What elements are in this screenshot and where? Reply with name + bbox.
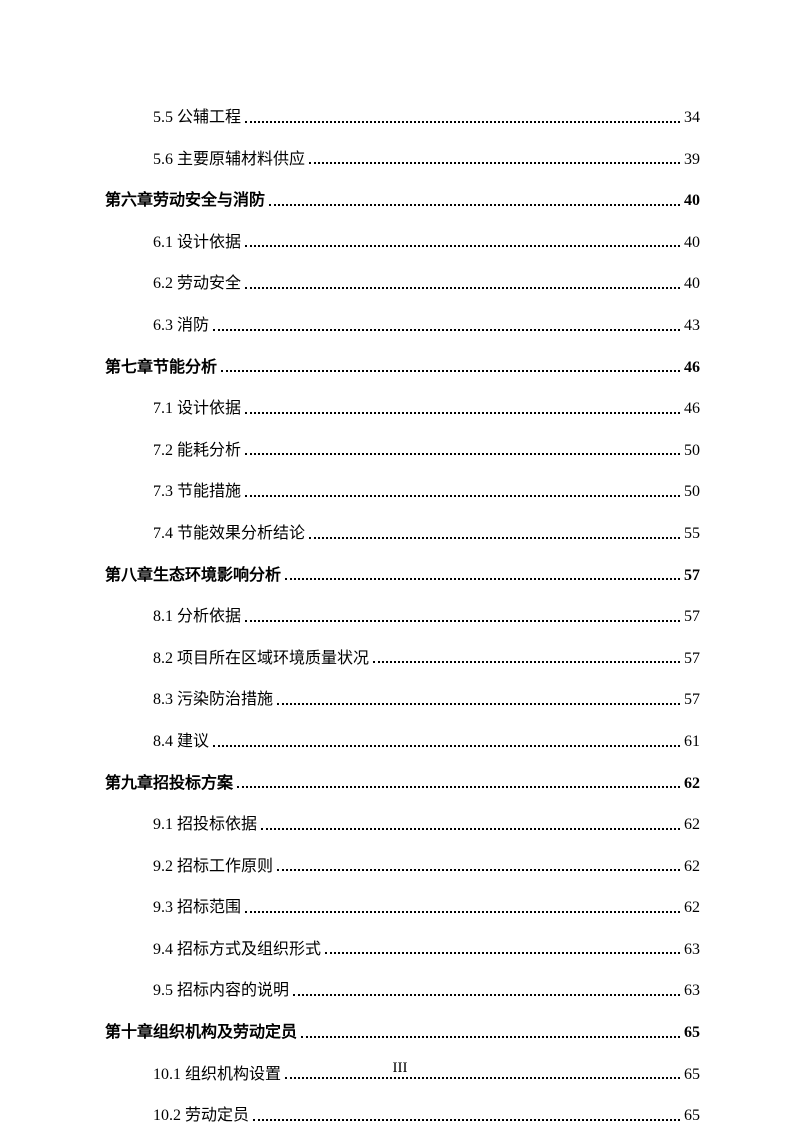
toc-section-entry: 8.3 污染防治措施 57 (153, 687, 700, 713)
toc-leader-dots (277, 868, 680, 871)
toc-leader-dots (245, 286, 680, 289)
toc-section-entry: 8.1 分析依据 57 (153, 604, 700, 630)
toc-entry-page: 65 (684, 1103, 700, 1129)
toc-entry-label: 6.1 设计依据 (153, 230, 241, 256)
toc-entry-page: 40 (684, 188, 700, 214)
toc-section-entry: 9.4 招标方式及组织形式 63 (153, 937, 700, 963)
toc-chapter-entry: 第八章生态环境影响分析 57 (105, 563, 700, 589)
toc-leader-dots (245, 452, 680, 455)
toc-entry-label: 7.3 节能措施 (153, 479, 241, 505)
toc-entry-page: 46 (684, 396, 700, 422)
toc-entry-label: 9.3 招标范围 (153, 895, 241, 921)
toc-leader-dots (213, 744, 680, 747)
toc-entry-page: 40 (684, 271, 700, 297)
toc-entry-page: 62 (684, 854, 700, 880)
toc-entry-label: 7.2 能耗分析 (153, 438, 241, 464)
toc-page: 5.5 公辅工程 345.6 主要原辅材料供应 39第六章劳动安全与消防 406… (0, 0, 800, 1129)
toc-entry-page: 61 (684, 729, 700, 755)
toc-leader-dots (301, 1035, 680, 1038)
toc-entry-page: 50 (684, 479, 700, 505)
toc-entry-label: 第十章组织机构及劳动定员 (105, 1020, 297, 1046)
toc-entry-page: 62 (684, 771, 700, 797)
toc-leader-dots (245, 619, 680, 622)
toc-entry-label: 6.2 劳动安全 (153, 271, 241, 297)
toc-entry-page: 57 (684, 687, 700, 713)
toc-leader-dots (309, 161, 680, 164)
toc-section-entry: 9.1 招投标依据 62 (153, 812, 700, 838)
toc-entry-label: 第九章招投标方案 (105, 771, 233, 797)
toc-section-entry: 8.2 项目所在区域环境质量状况 57 (153, 646, 700, 672)
page-number: III (0, 1060, 800, 1077)
toc-entry-page: 55 (684, 521, 700, 547)
toc-entry-label: 8.3 污染防治措施 (153, 687, 273, 713)
toc-section-entry: 7.2 能耗分析 50 (153, 438, 700, 464)
toc-section-entry: 6.2 劳动安全 40 (153, 271, 700, 297)
toc-section-entry: 10.2 劳动定员 65 (153, 1103, 700, 1129)
toc-entry-label: 5.5 公辅工程 (153, 105, 241, 131)
toc-entry-page: 50 (684, 438, 700, 464)
toc-leader-dots (245, 120, 680, 123)
toc-section-entry: 5.5 公辅工程 34 (153, 105, 700, 131)
toc-entry-page: 39 (684, 147, 700, 173)
toc-section-entry: 5.6 主要原辅材料供应 39 (153, 147, 700, 173)
toc-entry-page: 65 (684, 1020, 700, 1046)
toc-entry-page: 57 (684, 646, 700, 672)
toc-entry-label: 9.2 招标工作原则 (153, 854, 273, 880)
toc-leader-dots (245, 494, 680, 497)
toc-section-entry: 9.5 招标内容的说明 63 (153, 978, 700, 1004)
toc-chapter-entry: 第九章招投标方案 62 (105, 771, 700, 797)
toc-entry-label: 8.4 建议 (153, 729, 209, 755)
toc-entry-label: 5.6 主要原辅材料供应 (153, 147, 305, 173)
toc-entry-page: 43 (684, 313, 700, 339)
toc-leader-dots (253, 1118, 680, 1121)
toc-entry-page: 46 (684, 355, 700, 381)
toc-leader-dots (293, 993, 680, 996)
toc-leader-dots (237, 785, 680, 788)
toc-leader-dots (285, 577, 680, 580)
toc-leader-dots (213, 328, 680, 331)
toc-entry-page: 34 (684, 105, 700, 131)
toc-entry-label: 8.2 项目所在区域环境质量状况 (153, 646, 369, 672)
toc-section-entry: 6.3 消防 43 (153, 313, 700, 339)
toc-chapter-entry: 第六章劳动安全与消防 40 (105, 188, 700, 214)
toc-entry-label: 第七章节能分析 (105, 355, 217, 381)
toc-leader-dots (373, 660, 680, 663)
toc-entry-label: 第八章生态环境影响分析 (105, 563, 281, 589)
toc-section-entry: 7.4 节能效果分析结论 55 (153, 521, 700, 547)
toc-entry-label: 7.1 设计依据 (153, 396, 241, 422)
toc-chapter-entry: 第七章节能分析 46 (105, 355, 700, 381)
toc-entry-page: 62 (684, 812, 700, 838)
toc-section-entry: 7.1 设计依据 46 (153, 396, 700, 422)
toc-leader-dots (277, 702, 680, 705)
toc-entry-label: 8.1 分析依据 (153, 604, 241, 630)
toc-entry-page: 62 (684, 895, 700, 921)
toc-entry-page: 63 (684, 937, 700, 963)
toc-entry-label: 第六章劳动安全与消防 (105, 188, 265, 214)
toc-leader-dots (245, 910, 680, 913)
toc-entry-label: 9.4 招标方式及组织形式 (153, 937, 321, 963)
toc-leader-dots (269, 203, 680, 206)
toc-entry-label: 10.2 劳动定员 (153, 1103, 249, 1129)
toc-leader-dots (325, 951, 680, 954)
toc-leader-dots (221, 369, 680, 372)
toc-entry-page: 63 (684, 978, 700, 1004)
toc-entry-page: 40 (684, 230, 700, 256)
toc-section-entry: 7.3 节能措施 50 (153, 479, 700, 505)
toc-leader-dots (245, 411, 680, 414)
toc-section-entry: 8.4 建议 61 (153, 729, 700, 755)
toc-entry-page: 57 (684, 563, 700, 589)
toc-leader-dots (261, 827, 680, 830)
toc-entry-label: 6.3 消防 (153, 313, 209, 339)
toc-section-entry: 6.1 设计依据 40 (153, 230, 700, 256)
toc-leader-dots (309, 536, 680, 539)
toc-entry-page: 57 (684, 604, 700, 630)
toc-entry-label: 9.1 招投标依据 (153, 812, 257, 838)
toc-entry-label: 7.4 节能效果分析结论 (153, 521, 305, 547)
toc-entry-label: 9.5 招标内容的说明 (153, 978, 289, 1004)
toc-section-entry: 9.3 招标范围 62 (153, 895, 700, 921)
toc-list: 5.5 公辅工程 345.6 主要原辅材料供应 39第六章劳动安全与消防 406… (105, 105, 700, 1129)
toc-section-entry: 9.2 招标工作原则 62 (153, 854, 700, 880)
toc-chapter-entry: 第十章组织机构及劳动定员 65 (105, 1020, 700, 1046)
toc-leader-dots (245, 244, 680, 247)
